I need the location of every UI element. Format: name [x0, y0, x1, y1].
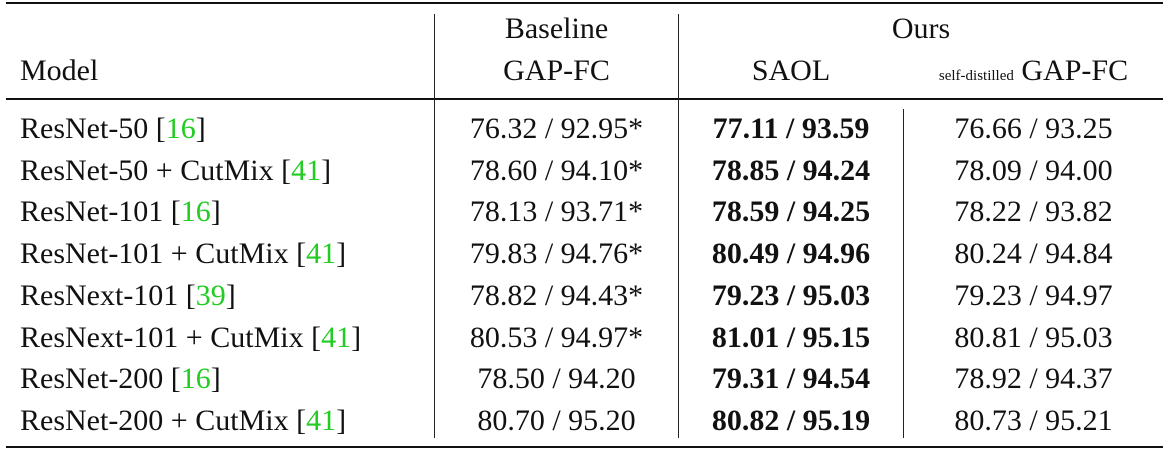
table-row: ResNet-101 [16] 78.13 / 93.71* 78.59 / 94.… [6, 193, 1163, 234]
table-row: ResNet-101 + CutMix [41] 79.83 / 94.76* 80… [6, 235, 1163, 276]
model-name: ResNet-101 [16] [20, 193, 221, 231]
citation-close: ] [210, 195, 221, 229]
model-label: ResNet-200 + CutMix [ [20, 403, 307, 437]
header-baseline-gap-fc: GAP-FC [503, 54, 610, 87]
citation-close: ] [195, 112, 206, 145]
model-label: ResNext-101 + CutMix [ [20, 320, 322, 354]
citation-link[interactable]: 41 [306, 237, 337, 271]
table-row: ResNet-200 [16] 78.50 / 94.20 79.31 / 94.5… [6, 360, 1163, 401]
model-label: ResNet-50 + CutMix [ [20, 153, 292, 187]
self-distilled-value: 78.22 / 93.82 [954, 195, 1113, 229]
model-name: ResNet-200 + CutMix [41] [20, 402, 346, 440]
table-row: ResNet-200 + CutMix [41] 80.70 / 95.20 80.… [6, 402, 1163, 443]
model-label: ResNet-101 [ [20, 195, 181, 229]
table-row: ResNext-101 [39] 78.82 / 94.43* 79.23 / 95… [6, 277, 1163, 318]
saol-value: 77.11 / 93.59 [712, 112, 870, 145]
table-row: ResNext-101 + CutMix [41] 80.53 / 94.97* 8… [6, 319, 1163, 360]
citation-close: ] [210, 362, 221, 396]
table-row: ResNet-50 + CutMix [41] 78.60 / 94.10* 78.… [6, 152, 1163, 193]
model-name: ResNet-200 [16] [20, 360, 221, 398]
header-saol: SAOL [751, 54, 831, 87]
saol-value: 80.82 / 95.19 [711, 403, 871, 437]
citation-close: ] [336, 403, 347, 437]
saol-value: 79.23 / 95.03 [711, 278, 871, 312]
model-name: ResNext-101 [39] [20, 277, 236, 315]
header-self-distilled-gap-fc: self-distilled GAP-FC [904, 52, 1163, 95]
model-name: ResNet-50 + CutMix [41] [20, 152, 331, 190]
saol-value: 78.85 / 94.24 [711, 153, 871, 187]
citation-close: ] [351, 320, 362, 354]
baseline-value: 78.50 / 94.20 [477, 362, 636, 396]
table-row: ResNet-50 [16] 76.32 / 92.95* 77.11 / 93.5… [6, 110, 1163, 151]
baseline-value: 80.53 / 94.97* [469, 320, 644, 354]
column-divider-saol [903, 109, 905, 438]
bottom-rule [6, 446, 1163, 448]
column-divider-model [434, 14, 436, 438]
model-name: ResNet-50 [16] [20, 110, 206, 148]
citation-link[interactable]: 16 [180, 362, 211, 396]
baseline-value: 78.13 / 93.71* [469, 195, 644, 229]
citation-link[interactable]: 39 [195, 278, 226, 312]
citation-close: ] [225, 278, 236, 312]
results-table: Model Baseline GAP-FC Ours SAOL self-dis… [6, 0, 1163, 450]
citation-link[interactable]: 16 [165, 112, 196, 145]
citation-link[interactable]: 16 [180, 195, 211, 229]
model-name: ResNext-101 + CutMix [41] [20, 319, 361, 357]
model-label: ResNet-101 + CutMix [ [20, 237, 307, 271]
saol-value: 80.49 / 94.96 [711, 237, 871, 271]
self-distilled-value: 80.73 / 95.21 [954, 403, 1113, 437]
header-self-distilled-label: GAP-FC [1021, 54, 1129, 87]
header-rule [6, 98, 1163, 100]
model-label: ResNet-50 [ [20, 112, 166, 145]
model-label: ResNet-200 [ [20, 362, 181, 396]
baseline-value: 76.32 / 92.95* [469, 112, 644, 145]
baseline-value: 80.70 / 95.20 [477, 403, 636, 437]
self-distilled-value: 78.92 / 94.37 [954, 362, 1113, 396]
top-rule [6, 2, 1163, 4]
citation-link[interactable]: 41 [291, 153, 322, 187]
header-baseline-group: Baseline [504, 12, 609, 45]
self-distilled-value: 76.66 / 93.25 [954, 112, 1113, 145]
self-distilled-value: 80.81 / 95.03 [954, 320, 1113, 354]
baseline-value: 78.82 / 94.43* [469, 278, 644, 312]
model-label: ResNext-101 [ [20, 278, 196, 312]
model-name: ResNet-101 + CutMix [41] [20, 235, 346, 273]
saol-value: 78.59 / 94.25 [711, 195, 871, 229]
header-model: Model [20, 54, 99, 87]
saol-value: 79.31 / 94.54 [711, 362, 871, 396]
citation-link[interactable]: 41 [321, 320, 352, 354]
self-distilled-value: 78.09 / 94.00 [954, 153, 1113, 187]
self-distilled-value: 80.24 / 94.84 [954, 237, 1113, 271]
citation-link[interactable]: 41 [306, 403, 337, 437]
header-ours-group: Ours [891, 12, 951, 45]
citation-close: ] [321, 153, 332, 187]
baseline-value: 78.60 / 94.10* [469, 153, 644, 187]
baseline-value: 79.83 / 94.76* [469, 237, 644, 271]
saol-value: 81.01 / 95.15 [711, 320, 871, 354]
column-divider-baseline [678, 14, 680, 438]
self-distilled-value: 79.23 / 94.97 [954, 278, 1113, 312]
citation-close: ] [336, 237, 347, 271]
header-self-distilled-prefix: self-distilled [938, 68, 1014, 84]
